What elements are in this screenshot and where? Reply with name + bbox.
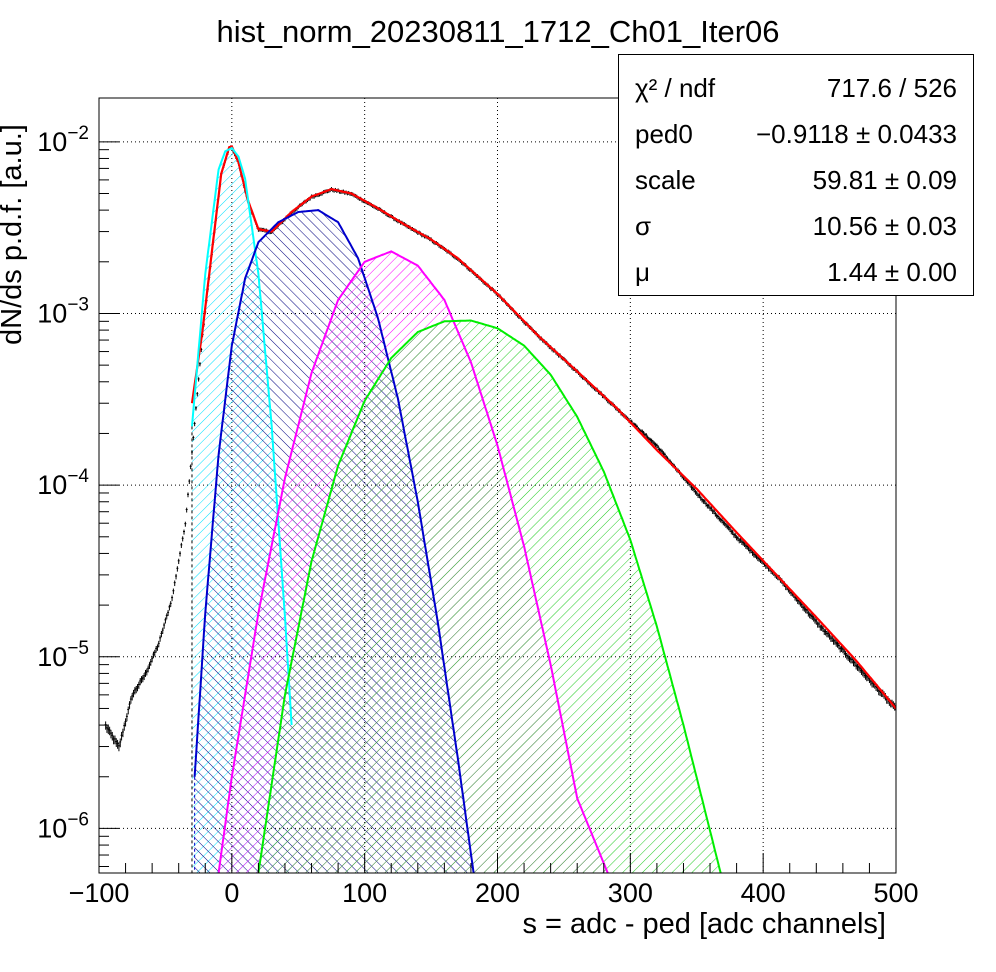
stat-row-mu: μ 1.44 ± 0.00 [635,251,957,291]
fit-curves [190,145,896,873]
stat-label: σ [635,211,652,241]
x-axis-label: s = adc - ped [adc channels] [522,908,886,940]
stat-label: scale [635,165,696,195]
y-tick-label: 10−4 [37,466,89,500]
y-tick-label: 10−5 [37,638,89,672]
stat-label: μ [635,257,650,287]
y-tick-label: 10−2 [37,123,89,157]
x-tick-label: 200 [475,878,520,908]
stat-value: 1.44 ± 0.00 [827,257,957,287]
x-tick-label: 400 [741,878,786,908]
stat-row-chi2: χ² / ndf 717.6 / 526 [635,67,957,107]
component-curve [217,250,609,873]
tick-labels: −100 0 100 200 300 400 500 10−2 10−3 10−4 10−5 10−6 [37,123,918,908]
fit-stats-box: χ² / ndf 717.6 / 526 ped0 −0.9118 ± 0.04… [618,54,974,296]
x-tick-label: 500 [873,878,918,908]
stat-row-sigma: σ 10.56 ± 0.03 [635,205,957,245]
stat-value: 59.81 ± 0.09 [812,165,957,195]
component-curve [257,319,722,873]
component-curve [191,146,293,726]
y-tick-label: 10−3 [37,294,89,328]
x-tick-label: −100 [69,878,130,908]
component-hatch-fill [258,320,721,873]
x-tick-label: 0 [224,878,239,908]
component-curve [193,209,475,873]
stat-row-ped0: ped0 −0.9118 ± 0.0433 [635,113,957,153]
component-fill-layer [191,148,721,873]
stat-label: ped0 [635,119,693,149]
y-tick-label: 10−6 [37,809,89,843]
axis-ticks [98,141,897,873]
stat-value: 10.56 ± 0.03 [812,211,957,241]
stat-value: −0.9118 ± 0.0433 [755,119,957,149]
stat-label: χ² / ndf [635,73,716,103]
y-axis-label: dN/ds p.d.f. [a.u.] [0,124,28,345]
x-tick-label: 300 [608,878,653,908]
x-tick-label: 100 [342,878,387,908]
stat-value: 717.6 / 526 [826,73,957,103]
stat-row-scale: scale 59.81 ± 0.09 [635,159,957,199]
chart-title: hist_norm_20230811_1712_Ch01_Iter06 [216,14,780,49]
total-fit-curve [190,145,896,710]
